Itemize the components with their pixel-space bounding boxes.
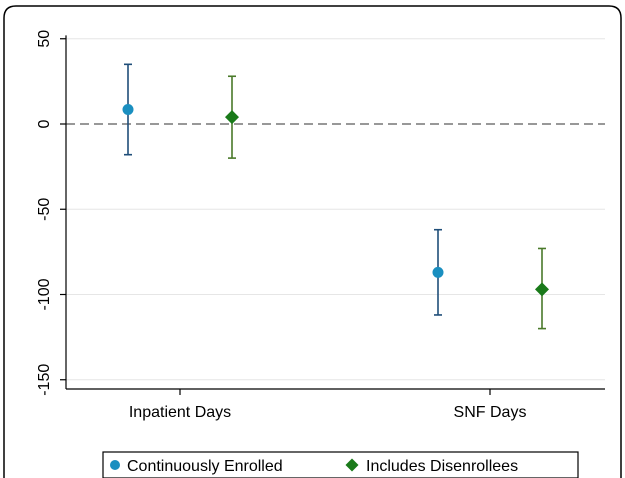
- legend-label: Includes Disenrollees: [366, 458, 518, 475]
- legend: Continuously Enrolled Includes Disenrolle…: [102, 451, 579, 478]
- y-tick-label: -150: [36, 364, 53, 396]
- axes: 50 0 -50 -100 -150 Inpatient Days SNF Days: [36, 30, 605, 421]
- legend-label: Continuously Enrolled: [127, 458, 283, 475]
- point-marker-diamond: [535, 282, 549, 297]
- x-tick-label: Inpatient Days: [129, 404, 231, 421]
- y-tick-label: -100: [36, 278, 53, 310]
- legend-marker-circle: [110, 460, 120, 470]
- point-marker-circle: [122, 104, 134, 116]
- y-tick-label: 50: [36, 30, 53, 48]
- chart-marks: [122, 63, 549, 330]
- y-tick-label: 0: [36, 119, 53, 128]
- legend-box: [102, 451, 579, 478]
- legend-marker-diamond: [345, 458, 359, 472]
- grid-lines: [66, 38, 605, 381]
- point-marker-circle: [432, 266, 444, 278]
- outer-frame-border: [3, 5, 622, 478]
- y-tick-label: -50: [36, 198, 53, 221]
- x-tick-label: SNF Days: [454, 404, 527, 421]
- point-marker-diamond: [225, 110, 239, 125]
